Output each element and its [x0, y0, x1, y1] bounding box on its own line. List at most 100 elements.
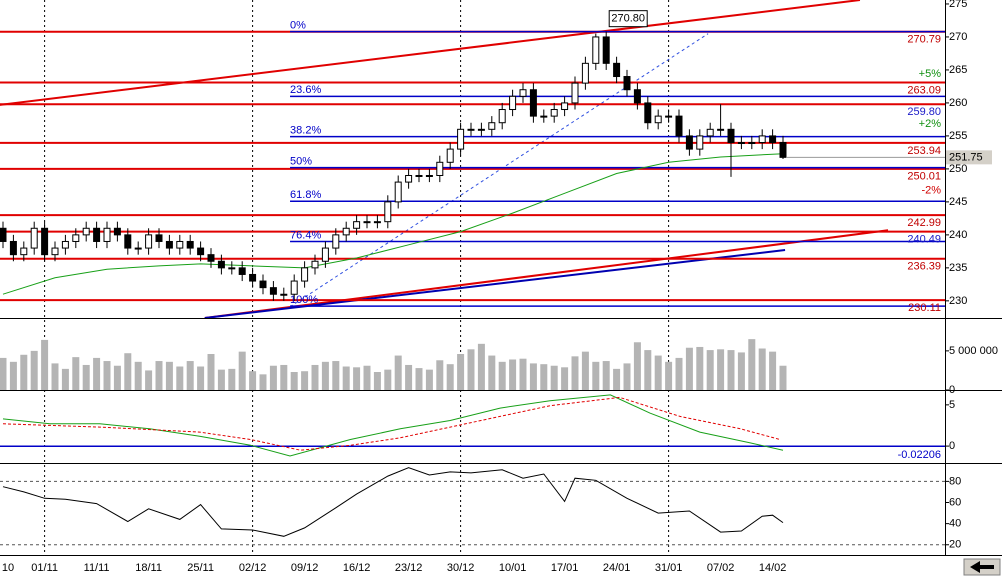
candle-body: [613, 62, 621, 78]
volume-bar: [61, 368, 69, 390]
candle-body: [134, 247, 142, 250]
candle-body: [207, 254, 215, 262]
volume-bar: [342, 366, 350, 390]
fib-label: 76.4%: [290, 229, 321, 241]
candle-body: [93, 227, 101, 242]
y-tick-label: 240: [949, 229, 967, 241]
candle-body: [519, 89, 527, 97]
candle-body: [82, 227, 90, 236]
volume-bar: [51, 363, 59, 390]
volume-bar: [384, 369, 392, 390]
volume-bar: [321, 361, 329, 390]
candle-body: [644, 102, 652, 124]
volume-bar: [581, 351, 589, 390]
volume-bar: [602, 361, 610, 390]
candle-body: [529, 89, 537, 117]
candle-body: [706, 128, 714, 137]
volume-bar: [228, 368, 236, 390]
y-tick-label: 40: [949, 518, 961, 530]
candle-body: [103, 227, 111, 242]
volume-bar: [654, 355, 662, 390]
volume-bar: [311, 364, 319, 390]
y-tick-label: 20: [949, 539, 961, 551]
candle-body: [550, 109, 558, 117]
volume-bar: [644, 350, 652, 390]
x-tick-label: 01/11: [31, 562, 58, 574]
candle-body: [342, 227, 350, 236]
candle-body: [633, 89, 641, 104]
oscillator-panel: [0, 467, 945, 546]
volume-bar: [405, 364, 413, 390]
candle-body: [301, 267, 309, 282]
candle-body: [425, 174, 433, 177]
indicator-line: [2, 396, 781, 451]
candle-body: [696, 135, 704, 150]
scroll-arrow[interactable]: [970, 561, 994, 573]
volume-panel: [0, 339, 787, 390]
candle-body: [436, 161, 444, 176]
fib-label: 23.6%: [290, 84, 321, 96]
volume-bar: [561, 367, 569, 390]
candle-body: [20, 247, 28, 256]
candle-body: [488, 122, 496, 130]
callout-label: 270.80: [611, 13, 645, 25]
percent-label: +2%: [919, 118, 942, 130]
candle-body: [321, 247, 329, 262]
candle-body: [779, 142, 787, 158]
trend-line: [204, 229, 889, 318]
x-tick-label: 31/01: [655, 562, 683, 574]
volume-bar: [207, 354, 215, 390]
candle-body: [165, 240, 173, 249]
y-tick-label: 255: [949, 130, 967, 142]
level-label: 270.79: [907, 34, 941, 46]
candle-body: [373, 221, 381, 224]
candle-body: [665, 115, 673, 118]
candle-body: [155, 234, 163, 242]
candle-body: [290, 280, 298, 295]
y-tick-label: 265: [949, 64, 967, 76]
volume-bar: [748, 339, 756, 390]
candle-body: [446, 148, 454, 163]
volume-bar: [363, 365, 371, 390]
candle-body: [623, 76, 631, 91]
volume-bar: [373, 372, 381, 390]
candle-body: [654, 115, 662, 124]
percent-label: +5%: [919, 68, 942, 80]
volume-bar: [737, 352, 745, 390]
callout-box: [608, 10, 648, 28]
volume-bar: [696, 346, 704, 390]
scroll-button[interactable]: [963, 558, 1001, 576]
volume-bar: [217, 369, 225, 390]
x-tick-label: 11/11: [84, 562, 110, 574]
candle-body: [758, 135, 766, 144]
last-value-label: -0.02206: [898, 449, 941, 461]
trend-line: [0, 0, 861, 106]
volume-bar: [238, 351, 246, 390]
level-label: 236.39: [907, 261, 941, 273]
volume-bar: [176, 366, 184, 390]
volume-bar: [436, 360, 444, 390]
candle-body: [685, 135, 693, 150]
y-tick-label: 60: [949, 496, 961, 508]
last-price-label: 251.75: [949, 151, 983, 163]
y-tick-label: 235: [949, 262, 967, 274]
x-tick-label: 23/12: [395, 562, 423, 574]
volume-bar: [0, 357, 7, 390]
volume-bar: [165, 361, 173, 390]
candle-body: [561, 102, 569, 111]
fib-label: 50%: [290, 155, 312, 167]
volume-bar: [186, 361, 194, 390]
fib-label: 61.8%: [290, 189, 321, 201]
volume-bar: [425, 369, 433, 390]
volume-bar: [30, 350, 38, 390]
x-tick-label: 02/12: [239, 562, 267, 574]
x-tick-label: 18/11: [135, 562, 162, 574]
level-label: 263.09: [907, 84, 941, 96]
y-tick-label: 80: [949, 475, 961, 487]
x-tick-label: 24/01: [603, 562, 631, 574]
x-tick-label: 14/02: [759, 562, 787, 574]
x-tick-label: 16/12: [343, 562, 371, 574]
candle-body: [509, 95, 517, 111]
volume-bar: [685, 347, 693, 390]
y-tick-label: 245: [949, 196, 967, 208]
